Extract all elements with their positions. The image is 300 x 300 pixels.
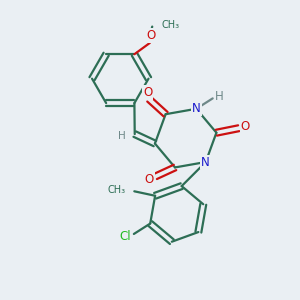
Text: CH₃: CH₃ <box>161 20 179 30</box>
Text: H: H <box>215 90 224 104</box>
Text: O: O <box>145 173 154 186</box>
Text: N: N <box>192 102 201 115</box>
Text: N: N <box>201 155 210 169</box>
Text: Cl: Cl <box>120 230 131 243</box>
Text: O: O <box>143 86 152 99</box>
Text: O: O <box>147 29 156 42</box>
Text: O: O <box>241 120 250 133</box>
Text: H: H <box>118 130 126 141</box>
Text: CH₃: CH₃ <box>107 185 125 195</box>
